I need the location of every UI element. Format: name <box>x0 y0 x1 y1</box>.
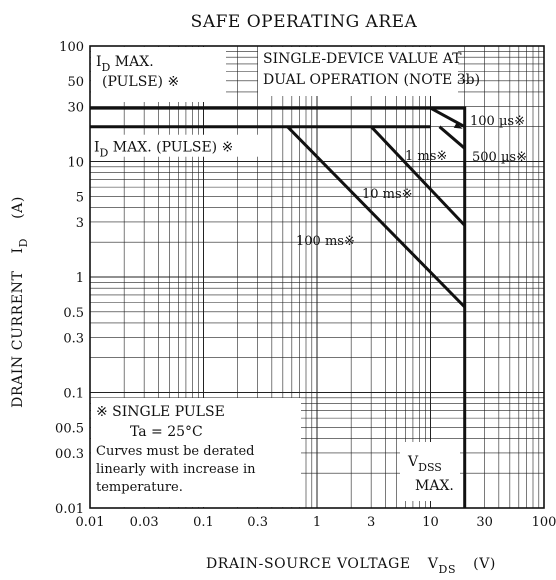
y-tick-label: 5 <box>76 190 84 205</box>
label-vdss-line2: MAX. <box>415 478 454 494</box>
label-ta: Ta = 25°C <box>130 424 203 440</box>
x-axis-symbol: V <box>427 556 439 572</box>
x-tick-label: 0.3 <box>247 515 268 530</box>
y-tick-label: 30 <box>67 100 84 115</box>
y-axis-label-text: DRAIN CURRENT <box>10 271 26 408</box>
y-tick-label: 0.3 <box>63 331 84 346</box>
y-tick-label: 00.5 <box>55 421 84 436</box>
soa-line-100ms <box>286 125 466 309</box>
soa-line-1ms <box>438 125 466 150</box>
label-single-device-line2: DUAL OPERATION (NOTE 3b) <box>263 72 480 88</box>
annotation-boxes <box>91 47 460 507</box>
x-tick-label: 30 <box>476 515 493 530</box>
box-single-device <box>258 47 458 96</box>
y-axis-symbol-sub: D <box>17 238 30 247</box>
y-tick-label: 3 <box>76 216 84 231</box>
x-tick-label: 1 <box>313 515 321 530</box>
x-tick-label: 0.01 <box>76 515 105 530</box>
x-axis-unit: (V) <box>473 556 496 572</box>
soa-line-10ms <box>370 125 466 227</box>
label-vdss: VDSS <box>407 454 442 474</box>
x-tick-label: 100 <box>532 515 556 530</box>
label-100ms: 100 ms※ <box>296 234 355 249</box>
label-10ms: 10 ms※ <box>362 187 413 202</box>
label-100us: 100 µs※ <box>470 114 525 129</box>
annotations: ID MAX.(PULSE) ※ SINGLE-DEVICE VALUE AT DU… <box>94 51 527 495</box>
y-tick-label: 10 <box>67 156 84 171</box>
label-id-max-mid: ID MAX. (PULSE) ※ <box>94 140 233 160</box>
x-tick-label: 10 <box>422 515 439 530</box>
y-tick-label: 0.5 <box>63 306 84 321</box>
box-id-max-mid <box>91 134 261 157</box>
y-tick-label: 50 <box>67 75 84 90</box>
x-tick-label: 0.1 <box>193 515 214 530</box>
label-derate: linearly with increase in <box>96 462 256 477</box>
y-axis-unit: (A) <box>10 196 26 219</box>
soa-line-100us <box>429 106 466 129</box>
x-tick-label: 3 <box>367 515 375 530</box>
label-single-pulse: ※ SINGLE PULSE <box>96 404 225 420</box>
soa-lines <box>90 106 467 508</box>
soa-line-id_max_dual <box>90 106 467 508</box>
y-tick-label: 100 <box>59 40 84 55</box>
label-single-device-line1: SINGLE-DEVICE VALUE AT <box>263 51 462 67</box>
y-tick-label: 1 <box>76 271 84 286</box>
x-axis-label: DRAIN-SOURCE VOLTAGE VDS (V) <box>206 556 496 576</box>
y-tick-label: 0.01 <box>55 502 84 517</box>
y-tick-labels: 100 50 30 10 5 3 1 0.5 0.3 0.1 00.5 00.3 0.01 <box>55 40 84 517</box>
y-tick-label: 0.1 <box>63 387 84 402</box>
x-axis-label-text: DRAIN-SOURCE VOLTAGE <box>206 556 411 572</box>
label-500us: 500 µs※ <box>472 150 527 165</box>
label-id-max-top: ID MAX. <box>96 54 154 74</box>
y-tick-label: 00.3 <box>55 447 84 462</box>
y-axis-label: DRAIN CURRENT ID (A) <box>10 196 31 408</box>
box-notes <box>91 398 301 507</box>
arrow-100us <box>453 122 463 129</box>
x-tick-labels: 0.01 0.03 0.1 0.3 1 3 10 30 100 <box>76 515 556 530</box>
label-id-max-top-line2: (PULSE) ※ <box>102 74 179 90</box>
label-1ms: 1 ms※ <box>405 149 447 164</box>
label-derate: temperature. <box>96 480 183 495</box>
plot-frame <box>89 45 545 509</box>
x-axis-symbol-sub: DS <box>439 563 457 576</box>
x-tick-label: 0.03 <box>130 515 159 530</box>
chart-title: SAFE OPERATING AREA <box>191 12 418 32</box>
box-vdss <box>400 442 460 501</box>
y-axis-symbol: I <box>10 247 26 253</box>
box-id-max-top <box>91 47 226 102</box>
label-derate: Curves must be derated <box>96 444 254 459</box>
